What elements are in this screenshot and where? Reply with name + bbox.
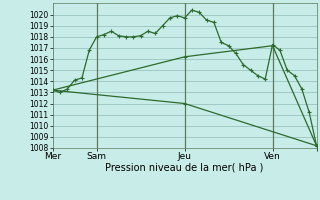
X-axis label: Pression niveau de la mer( hPa ): Pression niveau de la mer( hPa ): [105, 163, 264, 173]
